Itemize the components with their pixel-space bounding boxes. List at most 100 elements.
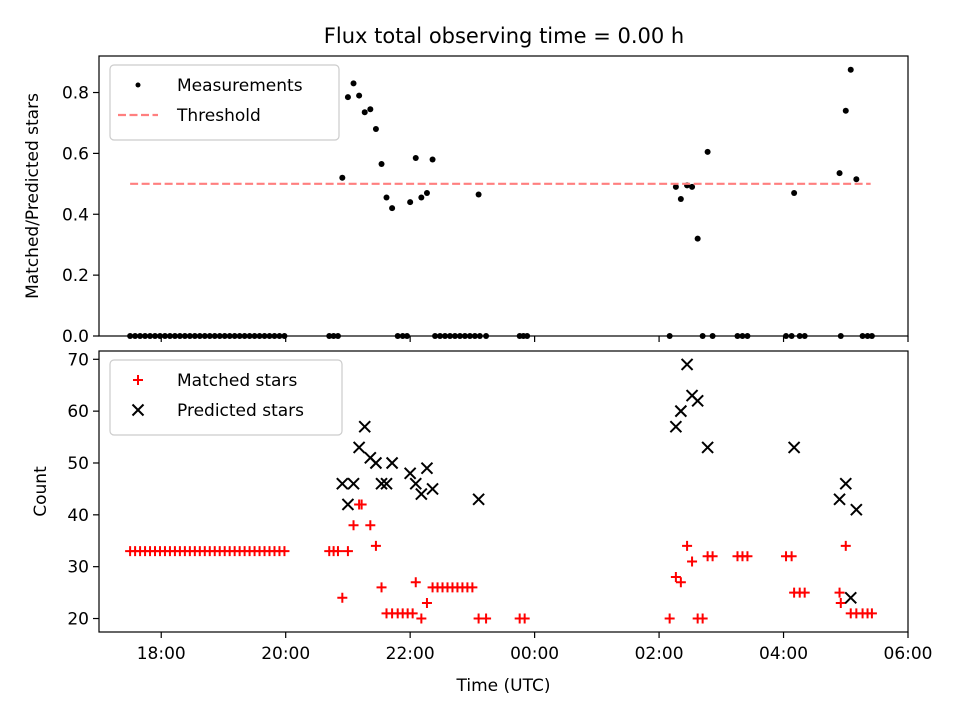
data-point <box>358 420 371 433</box>
data-point <box>350 80 357 87</box>
data-point <box>361 109 368 116</box>
data-point <box>701 441 714 454</box>
data-point <box>336 477 349 490</box>
x-tick-label: 04:00 <box>759 644 808 664</box>
legend-label: Threshold <box>176 106 261 126</box>
data-point <box>383 194 390 201</box>
data-point <box>836 170 843 177</box>
data-point <box>409 477 422 490</box>
y-tick-label: 40 <box>67 506 89 526</box>
legend-marker <box>135 82 141 88</box>
data-point <box>787 441 801 454</box>
data-point <box>694 235 701 242</box>
data-point <box>677 196 684 203</box>
data-point <box>415 487 428 501</box>
x-axis-label: Time (UTC) <box>456 676 551 696</box>
data-point <box>344 94 351 101</box>
data-point <box>421 597 432 608</box>
y-tick-label: 0.0 <box>62 327 89 347</box>
y-axis-label: Matched/Predicted stars <box>23 93 43 299</box>
data-point <box>337 592 348 603</box>
data-point <box>429 156 436 163</box>
data-point <box>356 92 363 99</box>
data-point <box>378 161 385 168</box>
data-point <box>675 577 686 588</box>
data-point <box>689 183 696 190</box>
legend-marker <box>131 403 145 417</box>
data-point <box>426 482 439 496</box>
data-point <box>847 66 854 73</box>
data-point <box>376 582 387 593</box>
y-tick-label: 60 <box>67 402 89 422</box>
data-point <box>842 107 849 114</box>
data-point <box>348 520 359 531</box>
data-point <box>791 189 798 196</box>
data-point <box>339 174 346 181</box>
y-tick-label: 0.8 <box>62 84 89 104</box>
x-tick-label: 00:00 <box>510 644 559 664</box>
legend-box <box>109 359 343 436</box>
data-point <box>341 498 355 511</box>
data-point <box>519 613 530 624</box>
figure-title: Flux total observing time = 0.00 h <box>324 24 684 48</box>
data-point <box>834 587 845 598</box>
data-point <box>697 613 708 624</box>
data-point <box>835 597 846 608</box>
data-point <box>332 546 343 557</box>
axes-frame <box>98 350 909 633</box>
data-point <box>840 540 851 551</box>
data-point <box>839 477 852 490</box>
data-point <box>853 176 860 183</box>
data-point <box>691 394 704 407</box>
data-point <box>418 194 425 201</box>
legend-box <box>109 64 340 141</box>
data-point <box>786 551 797 562</box>
y-tick-label: 30 <box>67 558 89 578</box>
plot-area <box>127 66 875 339</box>
y-tick-label: 0.6 <box>62 144 89 164</box>
data-point <box>385 456 399 470</box>
data-point <box>481 613 492 624</box>
data-point <box>866 608 877 619</box>
legend-label: Matched stars <box>177 371 297 391</box>
data-point <box>844 591 857 604</box>
data-point <box>687 556 698 567</box>
data-point <box>674 404 688 418</box>
data-point <box>669 420 683 433</box>
bottom-axes-star-counts: 20 30 40 50 60 70 18:00 20:00 22:00 00:00 02:00 04:… <box>31 350 933 696</box>
data-point <box>342 546 353 557</box>
y-axis-label: Count <box>31 466 51 517</box>
data-point <box>680 358 694 371</box>
x-tick-label: 02:00 <box>635 644 684 664</box>
data-point <box>369 456 383 470</box>
legend: Matched stars Predicted stars <box>109 359 343 436</box>
data-point <box>279 546 290 557</box>
data-point <box>380 477 393 490</box>
series-matched-stars <box>125 499 877 624</box>
legend-marker <box>133 375 143 385</box>
data-point <box>475 191 482 198</box>
data-point <box>407 608 418 619</box>
x-tick-label: 18:00 <box>137 644 186 664</box>
data-point <box>370 540 381 551</box>
series-predicted-stars <box>336 358 863 604</box>
x-tick-label: 22:00 <box>386 644 435 664</box>
data-point <box>356 499 367 510</box>
data-point <box>682 540 693 551</box>
legend-label: Predicted stars <box>177 401 304 421</box>
data-point <box>799 587 810 598</box>
data-point <box>672 183 679 190</box>
data-point <box>472 493 485 506</box>
data-point <box>420 461 434 475</box>
y-tick-label: 0.4 <box>62 205 89 225</box>
axes-frame <box>98 55 909 337</box>
data-point <box>467 582 478 593</box>
data-point <box>423 189 430 196</box>
data-point <box>407 199 414 206</box>
y-tick-label: 70 <box>67 350 89 370</box>
top-axes-flux-ratio: 0.0 0.2 0.4 0.6 0.8 Matched/Predicted stars Me… <box>23 55 909 347</box>
x-tick-label: 06:00 <box>884 644 933 664</box>
data-point <box>403 467 417 480</box>
data-point <box>412 154 419 161</box>
